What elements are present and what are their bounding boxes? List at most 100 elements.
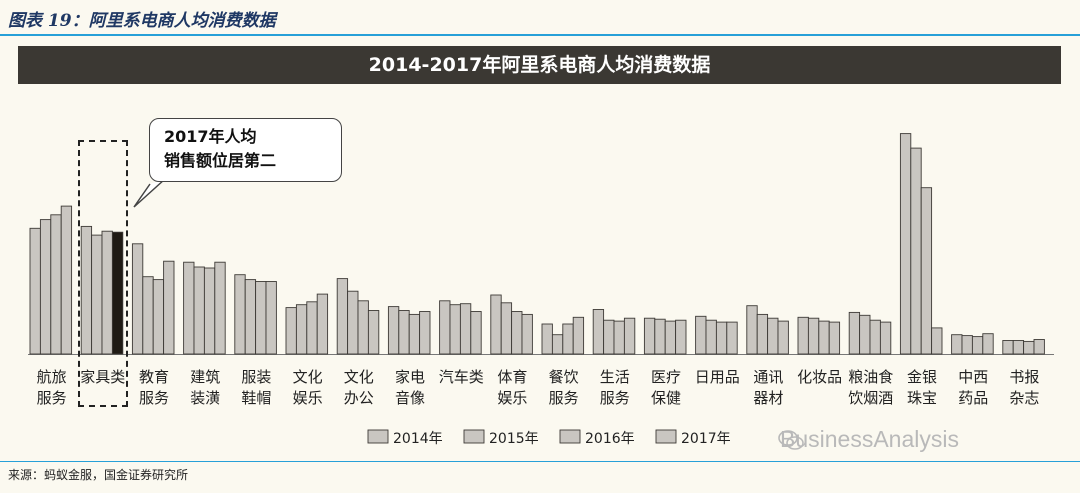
bar-16-0 [848, 311, 861, 355]
legend-label-3: 2017年 [681, 431, 731, 447]
legend-swatch-3 [655, 429, 677, 444]
category-label-15-0: 化妆品 [797, 368, 842, 386]
category-label-10-0: 餐饮 [549, 368, 579, 386]
category-label-11-1: 服务 [600, 389, 630, 407]
bar-8-3 [470, 311, 482, 355]
category-label-3-1: 装潢 [190, 389, 220, 407]
bar-11-0 [592, 309, 605, 355]
bar-16-3 [879, 321, 892, 355]
category-label-14-1: 器材 [753, 389, 783, 407]
legend-label-1: 2015年 [489, 431, 539, 447]
bar-3-2 [203, 267, 216, 355]
callout-annotation: 2017年人均 销售额位居第二 [149, 118, 342, 182]
category-label-2-1: 服务 [139, 389, 169, 407]
category-label-19-0: 书报 [1009, 368, 1039, 386]
category-label-0-1: 服务 [37, 389, 67, 407]
bar-0-1 [39, 219, 52, 355]
callout-pointer [133, 178, 166, 208]
bar-9-0 [490, 294, 502, 355]
category-label-3-0: 建筑 [190, 368, 220, 386]
bar-18-0 [951, 334, 963, 355]
legend-swatch-1 [463, 429, 485, 444]
bar-15-3 [828, 321, 841, 355]
category-label-5-0: 文化 [293, 368, 323, 386]
category-label-8-0: 汽车类 [439, 368, 484, 386]
bar-19-0 [1002, 340, 1014, 355]
bar-19-3 [1033, 339, 1045, 355]
category-label-11-0: 生活 [600, 368, 630, 386]
bar-4-3 [265, 281, 277, 355]
watermark: BusinessAnalysis [780, 426, 959, 452]
bar-3-0 [183, 261, 195, 355]
category-label-6-0: 文化 [344, 368, 374, 386]
bar-5-2 [306, 301, 318, 355]
bar-2-2 [152, 279, 165, 355]
bar-8-2 [459, 303, 472, 355]
bar-5-3 [316, 293, 329, 355]
bar-19-2 [1023, 340, 1035, 355]
category-label-9-1: 娱乐 [497, 389, 527, 407]
bar-12-1 [654, 318, 666, 355]
category-label-17-1: 珠宝 [907, 389, 937, 407]
bar-10-2 [562, 323, 574, 355]
bar-4-1 [244, 279, 257, 355]
bar-15-2 [818, 320, 830, 355]
category-label-18-1: 药品 [958, 389, 988, 407]
bar-2-0 [131, 243, 144, 355]
bar-0-3 [60, 205, 73, 355]
bar-13-1 [705, 319, 717, 355]
bar-3-1 [193, 266, 205, 355]
bar-7-2 [408, 313, 421, 355]
bar-10-0 [541, 323, 553, 355]
figure-title: 图表 19：阿里系电商人均消费数据 [8, 11, 276, 31]
bar-18-1 [961, 335, 973, 355]
bar-10-3 [572, 316, 585, 355]
bar-9-2 [511, 311, 523, 355]
bar-19-1 [1012, 340, 1025, 355]
bar-13-2 [715, 321, 728, 355]
bar-16-2 [869, 319, 881, 355]
bar-14-3 [777, 320, 789, 355]
bar-17-0 [899, 133, 912, 355]
legend-swatch-2 [559, 429, 581, 444]
category-label-4-0: 服装 [241, 368, 271, 386]
legend-swatch-0 [367, 429, 389, 444]
bar-5-1 [295, 304, 308, 355]
bar-18-3 [982, 333, 994, 355]
bar-12-3 [675, 319, 687, 355]
title-divider [0, 34, 1080, 36]
bar-9-1 [500, 302, 513, 355]
category-label-1-0: 家具类 [80, 368, 125, 386]
bar-0-0 [29, 227, 41, 355]
category-label-6-1: 办公 [344, 389, 374, 407]
bar-3-3 [214, 261, 226, 355]
bar-17-3 [931, 327, 943, 355]
bar-7-0 [387, 306, 400, 355]
bar-8-1 [449, 304, 461, 355]
category-label-14-0: 通讯 [753, 368, 783, 386]
bar-7-1 [398, 310, 410, 355]
category-label-4-1: 鞋帽 [241, 389, 271, 407]
category-label-19-1: 杂志 [1009, 389, 1039, 407]
bar-9-3 [521, 313, 533, 355]
category-label-17-0: 金银 [907, 368, 937, 386]
bar-14-0 [746, 305, 758, 355]
bar-15-1 [807, 317, 820, 355]
category-label-18-0: 中西 [958, 368, 988, 386]
category-label-16-1: 饮烟酒 [848, 389, 893, 407]
legend-label-0: 2014年 [393, 431, 443, 447]
bar-11-2 [613, 320, 625, 355]
bar-11-3 [623, 317, 636, 355]
bar-6-0 [336, 278, 349, 355]
bar-7-3 [419, 311, 431, 355]
bar-13-0 [695, 315, 707, 355]
category-label-10-1: 服务 [549, 389, 579, 407]
bar-10-1 [551, 334, 564, 355]
wechat-icon [778, 430, 804, 450]
bar-16-1 [859, 314, 871, 355]
bar-15-0 [797, 316, 809, 355]
bar-13-3 [726, 321, 738, 355]
highlight-box [78, 140, 128, 407]
category-label-0-0: 航旅 [37, 368, 67, 386]
